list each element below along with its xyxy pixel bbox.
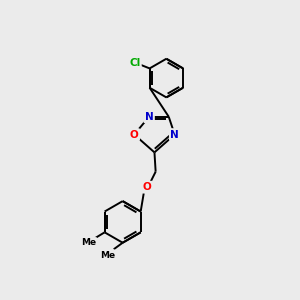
Text: Me: Me — [100, 251, 115, 260]
Text: O: O — [143, 182, 152, 192]
Text: O: O — [130, 130, 139, 140]
Text: N: N — [170, 130, 179, 140]
Text: N: N — [145, 112, 154, 122]
Text: Cl: Cl — [129, 58, 140, 68]
Text: Me: Me — [81, 238, 96, 247]
